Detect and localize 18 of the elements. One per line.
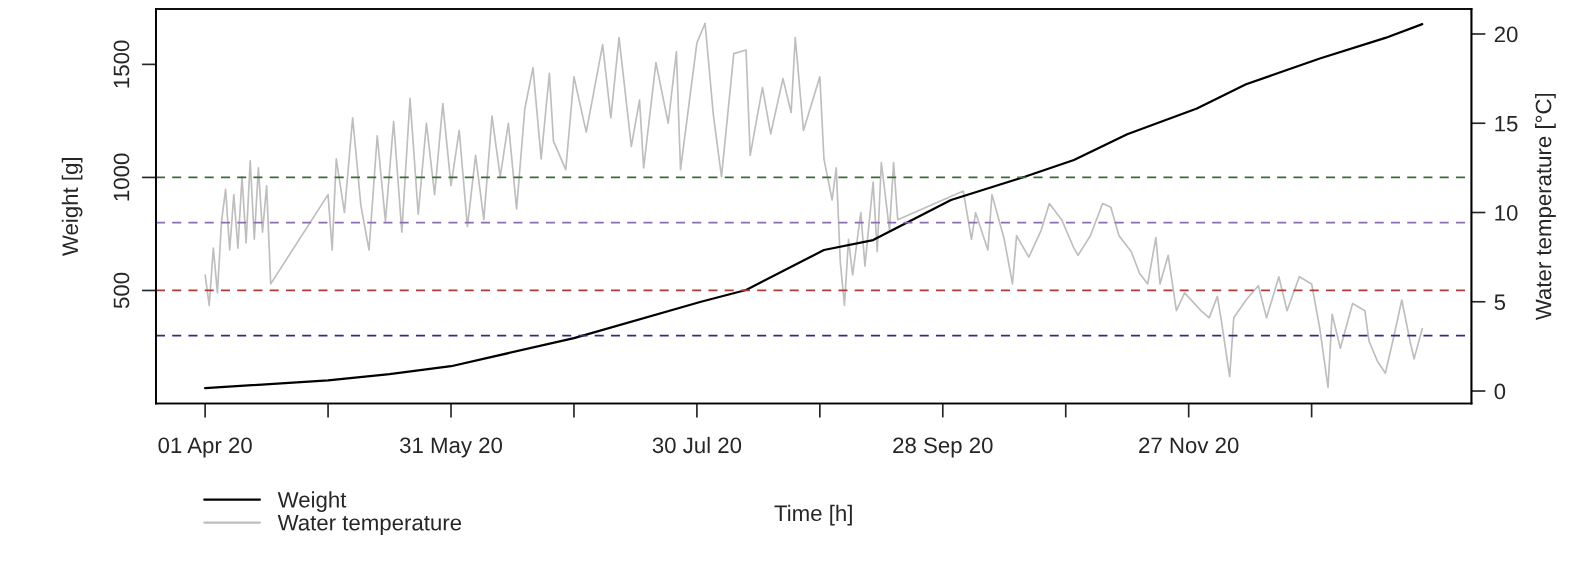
y2-tick-label: 10 [1495, 205, 1518, 221]
y-tick-label: 500 [113, 272, 130, 309]
x-tick-label: 27 Nov 20 [1139, 437, 1239, 454]
x-tick-label: 01 Apr 20 [158, 437, 252, 458]
y2-tick-label: 5 [1494, 294, 1506, 311]
y2-tick-label: 20 [1494, 26, 1518, 43]
y2-tick-label: 0 [1494, 383, 1506, 400]
y-tick-label: 1000 [113, 153, 130, 201]
legend-label: Water temperature [277, 515, 462, 535]
x-tick-label: 31 May 20 [399, 437, 503, 458]
x-tick-label: 30 Jul 20 [652, 436, 742, 454]
legend-label: Weight [277, 491, 347, 513]
x-axis-title: Time [h] [774, 504, 852, 526]
x-tick-label: 28 Sep 20 [893, 437, 993, 458]
y-axis-title: Weight [g] [61, 158, 83, 256]
y-tick-label: 1500 [113, 40, 130, 88]
y2-tick-label: 15 [1495, 116, 1518, 132]
y2-axis-title: Water temperature [°C] [1535, 93, 1556, 321]
